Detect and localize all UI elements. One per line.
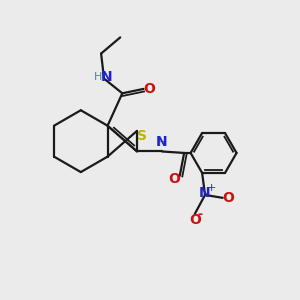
- Text: O: O: [223, 191, 235, 205]
- Text: O: O: [168, 172, 180, 186]
- Text: H: H: [93, 72, 102, 82]
- Text: H: H: [158, 138, 166, 148]
- Text: N: N: [156, 135, 168, 149]
- Text: N: N: [199, 186, 211, 200]
- Text: -: -: [197, 208, 202, 221]
- Text: +: +: [207, 183, 216, 194]
- Text: O: O: [143, 82, 155, 96]
- Text: S: S: [137, 129, 147, 143]
- Text: O: O: [189, 213, 201, 227]
- Text: N: N: [100, 70, 112, 84]
